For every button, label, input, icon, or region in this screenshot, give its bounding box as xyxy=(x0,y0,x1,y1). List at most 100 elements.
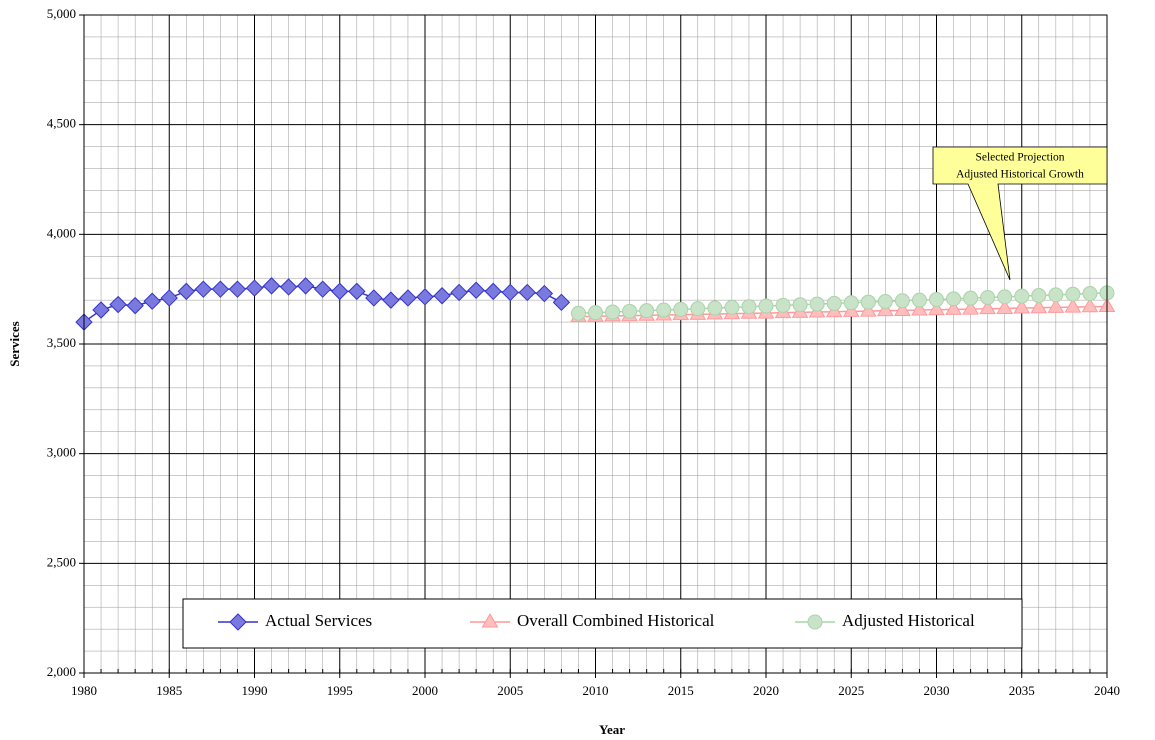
data-point xyxy=(518,283,537,302)
data-point xyxy=(775,297,791,313)
data-point xyxy=(228,280,247,298)
data-point xyxy=(656,302,672,318)
data-point xyxy=(622,303,638,319)
data-point xyxy=(997,289,1013,305)
legend-label: Overall Combined Historical xyxy=(517,611,715,630)
data-point xyxy=(741,299,757,315)
data-point xyxy=(1047,298,1065,313)
x-tick-label: 2035 xyxy=(1009,683,1035,698)
data-point xyxy=(1031,288,1047,304)
x-tick-label: 2000 xyxy=(412,683,438,698)
data-point xyxy=(1013,299,1031,314)
data-point xyxy=(433,287,451,305)
legend-marker xyxy=(481,612,499,628)
legend-box xyxy=(182,598,1023,649)
annotation: Selected Projection Adjusted Historical … xyxy=(932,146,1108,281)
data-point xyxy=(570,305,586,321)
legend-label: Adjusted Historical xyxy=(842,611,975,630)
data-point xyxy=(552,293,571,312)
data-point xyxy=(484,282,502,301)
data-point xyxy=(331,282,349,301)
data-point xyxy=(194,280,213,298)
data-point xyxy=(1048,287,1064,303)
data-point xyxy=(928,300,945,316)
data-point xyxy=(911,292,927,308)
data-point xyxy=(416,288,434,306)
y-tick-label: 3,000 xyxy=(47,445,76,460)
data-point xyxy=(946,291,962,307)
data-point xyxy=(1082,286,1098,302)
y-tick-label: 2,000 xyxy=(47,664,76,679)
data-point xyxy=(1030,298,1048,314)
y-tick-label: 3,500 xyxy=(47,335,76,350)
y-tick-label: 4,500 xyxy=(47,116,76,131)
data-point xyxy=(535,284,554,303)
y-axis-title: Services xyxy=(7,321,22,366)
data-point xyxy=(911,301,928,316)
data-point xyxy=(758,298,774,314)
data-point xyxy=(979,299,997,315)
y-tick-label: 2,500 xyxy=(47,554,76,569)
data-point xyxy=(962,300,979,315)
data-point xyxy=(382,291,400,309)
data-point xyxy=(894,301,911,316)
data-point xyxy=(996,299,1014,314)
plot-border xyxy=(83,14,1108,674)
data-point xyxy=(450,283,468,302)
data-point xyxy=(501,283,519,302)
x-tick-label: 2040 xyxy=(1094,683,1120,698)
data-point xyxy=(143,292,161,310)
data-point xyxy=(296,277,315,295)
data-point xyxy=(980,290,996,306)
data-point xyxy=(348,282,366,301)
data-point xyxy=(126,296,144,315)
annotation-text: Adjusted Historical Growth xyxy=(956,169,1084,181)
data-point xyxy=(929,291,944,307)
data-point xyxy=(639,303,655,319)
x-tick-label: 2015 xyxy=(668,683,694,698)
x-tick-label: 2020 xyxy=(753,683,779,698)
data-point xyxy=(860,294,876,310)
legend-label: Actual Services xyxy=(265,611,372,630)
data-point xyxy=(809,296,825,312)
data-point xyxy=(707,300,723,316)
data-point xyxy=(877,293,893,309)
data-point xyxy=(876,301,894,317)
data-point xyxy=(894,293,910,309)
data-point xyxy=(177,282,196,301)
data-point xyxy=(605,304,621,320)
x-tick-label: 1995 xyxy=(327,683,353,698)
data-point xyxy=(211,280,230,298)
data-point xyxy=(588,305,603,321)
legend-marker xyxy=(807,614,823,630)
y-tick-label: 5,000 xyxy=(47,6,76,21)
data-point xyxy=(690,301,706,317)
y-tick-label: 4,000 xyxy=(47,225,76,240)
data-point xyxy=(826,295,842,311)
data-point xyxy=(109,295,127,314)
data-point xyxy=(160,289,178,307)
data-point xyxy=(945,300,962,315)
data-point xyxy=(724,299,740,315)
data-point xyxy=(92,301,110,319)
data-point xyxy=(963,290,979,306)
data-point xyxy=(399,289,417,307)
x-tick-label: 1980 xyxy=(71,683,97,698)
data-point xyxy=(262,277,281,295)
data-point xyxy=(1081,297,1099,313)
callout-box xyxy=(932,146,1108,281)
data-point xyxy=(365,289,383,307)
x-tick-label: 2010 xyxy=(583,683,609,698)
data-point xyxy=(843,295,859,311)
data-point xyxy=(1014,288,1030,304)
data-point xyxy=(313,280,332,298)
x-tick-label: 2005 xyxy=(497,683,523,698)
annotation-text: Selected Projection xyxy=(975,152,1064,164)
data-point xyxy=(279,278,298,296)
data-point xyxy=(245,279,264,297)
x-axis-title: Year xyxy=(599,722,625,737)
x-tick-label: 1985 xyxy=(156,683,182,698)
data-point xyxy=(467,281,485,299)
x-tick-label: 2030 xyxy=(924,683,950,698)
